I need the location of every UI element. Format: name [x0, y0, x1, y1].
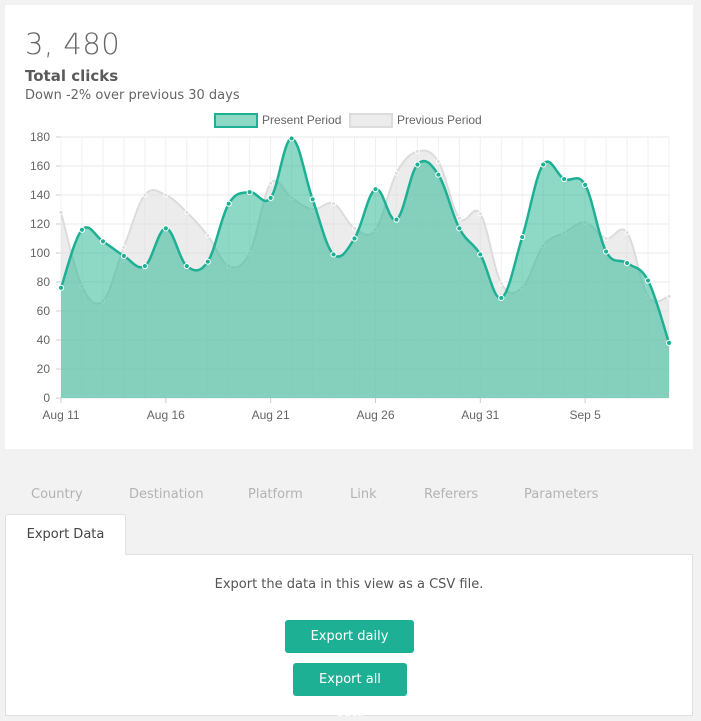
data-point-present	[141, 262, 148, 270]
y-tick-label: 20	[37, 362, 51, 376]
data-point-previous	[58, 209, 64, 215]
y-tick-label: 100	[30, 246, 50, 260]
data-point-previous	[435, 159, 441, 165]
data-point-present	[204, 258, 211, 265]
y-tick-label: 120	[30, 217, 50, 231]
data-point-previous	[184, 209, 190, 215]
data-point-previous	[414, 149, 420, 154]
data-point-present	[57, 284, 65, 291]
data-point-present	[435, 171, 442, 178]
x-tick-label: Aug 31	[461, 408, 499, 422]
data-point-previous	[352, 225, 358, 231]
legend-swatch-present	[214, 113, 258, 128]
y-tick-label: 40	[37, 333, 51, 347]
tab-referers[interactable]: Referers	[424, 487, 479, 502]
report-tabs: Country Destination Platform Link Refere…	[0, 480, 701, 510]
y-tick-label: 0	[43, 391, 50, 405]
clicks-chart: 0 20 40 60 80 100 120 140 160 180 Aug 11 Aug 16 Aug …	[30, 113, 673, 422]
data-point-present	[519, 233, 526, 241]
tab-platform[interactable]: Platform	[248, 487, 303, 502]
data-point-present	[665, 339, 673, 346]
data-point-present	[540, 161, 547, 168]
data-point-present	[561, 175, 568, 183]
x-tick-label: Sep 5	[569, 408, 601, 422]
data-point-previous	[456, 215, 462, 221]
data-point-present	[351, 235, 358, 242]
data-point-present	[246, 189, 253, 196]
export-panel: Export the data in this view as a CSV fi…	[5, 554, 693, 720]
data-point-present	[603, 248, 610, 255]
data-point-previous	[498, 280, 504, 286]
y-tick-label: 160	[30, 159, 50, 173]
data-point-previous	[121, 244, 127, 250]
tab-country[interactable]: Country	[31, 487, 83, 502]
y-tick-label: 60	[37, 304, 51, 318]
tab-export-data-label: Export Data	[26, 527, 105, 542]
data-point-present	[225, 200, 232, 207]
export-description: Export the data in this view as a CSV fi…	[214, 577, 484, 592]
series-area-present	[61, 138, 669, 398]
data-point-present	[498, 294, 505, 302]
data-point-present	[183, 262, 190, 270]
data-point-previous	[331, 201, 337, 207]
data-point-previous	[603, 236, 609, 241]
data-point-previous	[205, 233, 211, 239]
data-point-present	[644, 277, 652, 284]
data-point-present	[582, 181, 589, 188]
tab-destination[interactable]: Destination	[129, 487, 204, 502]
data-point-present	[309, 196, 316, 203]
data-point-previous	[477, 211, 483, 217]
data-point-previous	[666, 294, 672, 299]
data-point-present	[456, 225, 463, 232]
data-point-previous	[163, 192, 169, 198]
x-tick-label: Aug 11	[42, 408, 79, 422]
legend-label-present: Present Period	[262, 113, 341, 127]
data-point-present	[78, 226, 86, 233]
export-daily-button[interactable]: Export daily data	[285, 620, 414, 677]
tab-parameters[interactable]: Parameters	[524, 487, 599, 502]
data-point-present	[372, 186, 379, 193]
data-point-previous	[393, 170, 399, 176]
data-point-present	[393, 216, 400, 223]
legend-swatch-previous	[349, 113, 393, 128]
data-point-present	[477, 251, 484, 258]
data-point-present	[288, 135, 295, 142]
data-point-present	[623, 260, 631, 267]
data-point-present	[99, 238, 107, 245]
x-tick-label: Aug 16	[147, 408, 185, 422]
total-clicks-value: 3, 480	[25, 27, 121, 61]
x-tick-label: Aug 26	[356, 408, 394, 422]
y-tick-label: 140	[30, 188, 50, 202]
tab-export-data[interactable]: Export Data	[5, 514, 126, 555]
data-point-present	[120, 252, 127, 259]
y-tick-label: 180	[30, 130, 50, 144]
legend-label-previous: Previous Period	[397, 113, 482, 127]
data-point-previous	[268, 180, 274, 186]
export-all-button[interactable]: Export all data	[293, 663, 407, 720]
data-point-previous	[142, 192, 148, 198]
data-point-present	[267, 194, 274, 201]
data-point-previous	[624, 230, 630, 236]
total-clicks-title: Total clicks	[25, 67, 119, 85]
tab-link[interactable]: Link	[350, 487, 377, 502]
change-subtitle: Down -2% over previous 30 days	[25, 88, 240, 103]
x-tick-label: Aug 21	[252, 408, 290, 422]
data-point-present	[414, 161, 421, 168]
y-tick-label: 80	[37, 275, 51, 289]
data-point-present	[162, 225, 169, 232]
data-point-present	[330, 251, 337, 258]
